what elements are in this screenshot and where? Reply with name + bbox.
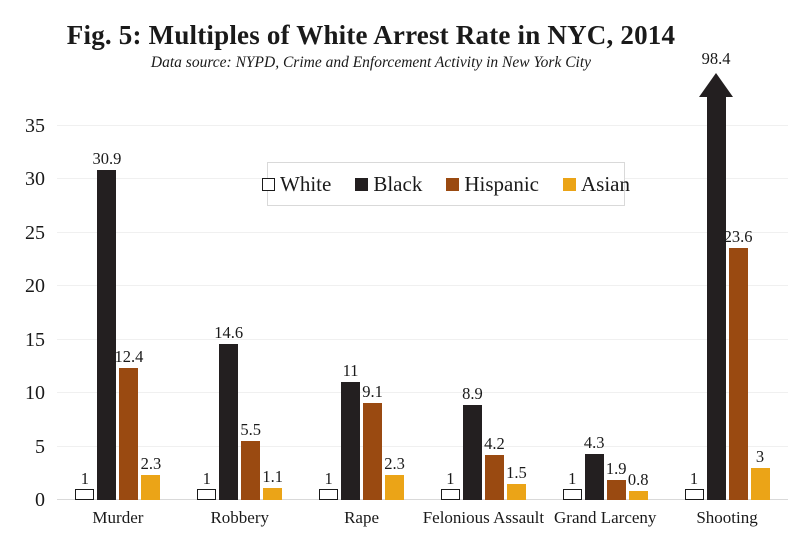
value-label-grand-larceny-black: 4.3 bbox=[583, 433, 605, 453]
value-label-shooting-hispanic: 23.6 bbox=[723, 226, 753, 246]
bar-shooting-asian: 3 bbox=[750, 447, 770, 500]
value-label-felonious-assault-hispanic: 4.2 bbox=[484, 434, 505, 454]
value-label-felonious-assault-white: 1 bbox=[446, 469, 455, 489]
legend-marker-black-icon bbox=[355, 177, 369, 191]
bar-group-rape: 1 11 9.1 2.3 bbox=[301, 126, 423, 500]
bar-robbery-white: 1 bbox=[197, 470, 217, 500]
legend-item-asian: Asian bbox=[562, 172, 630, 196]
bar-shooting-white: 1 bbox=[684, 470, 704, 500]
gridline-5 bbox=[57, 445, 788, 447]
bar-shooting-black: 98.4 bbox=[699, 50, 734, 500]
value-label-murder-asian: 2.3 bbox=[140, 454, 162, 474]
value-label-robbery-hispanic: 5.5 bbox=[240, 420, 262, 440]
value-label-grand-larceny-white: 1 bbox=[568, 469, 577, 489]
gridline-10 bbox=[57, 392, 788, 394]
legend: White Black Hispanic Asian bbox=[262, 162, 630, 206]
value-label-grand-larceny-hispanic: 1.9 bbox=[605, 458, 627, 478]
legend-marker-hispanic-icon bbox=[446, 177, 460, 191]
plot-area: 1 30.9 12.4 2.3 1 14.6 5.5 1.1 1 11 9.1 2.3 1 8.9 4.2 1… bbox=[57, 50, 788, 500]
bar-felonious-assault-hispanic: 4.2 bbox=[484, 435, 505, 500]
bar-group-felonious-assault: 1 8.9 4.2 1.5 bbox=[422, 126, 544, 500]
bar-grand-larceny-hispanic: 1.9 bbox=[606, 459, 627, 500]
x-category-label-shooting: Shooting bbox=[696, 508, 758, 527]
y-tick-label-35: 35 bbox=[25, 115, 45, 137]
value-label-rape-black: 11 bbox=[342, 361, 359, 381]
y-tick-label-15: 15 bbox=[25, 328, 45, 351]
bar-rape-asian: 2.3 bbox=[384, 455, 405, 500]
chart-title: Fig. 5: Multiples of White Arrest Rate i… bbox=[66, 20, 676, 50]
gridline-35 bbox=[57, 125, 788, 126]
legend-item-black: Black bbox=[355, 173, 422, 195]
value-label-shooting-black: 98.4 bbox=[701, 49, 731, 68]
bar-murder-hispanic: 12.4 bbox=[114, 347, 143, 500]
bar-murder-white: 1 bbox=[75, 470, 95, 500]
legend-label-hispanic: Hispanic bbox=[464, 172, 539, 196]
value-label-shooting-asian: 3 bbox=[755, 446, 765, 466]
y-tick-label-20: 20 bbox=[25, 275, 45, 298]
bar-grand-larceny-white: 1 bbox=[562, 470, 582, 500]
gridline-15 bbox=[57, 338, 788, 340]
bar-grand-larceny-black: 4.3 bbox=[584, 434, 605, 500]
bar-group-grand-larceny: 1 4.3 1.9 0.8 bbox=[544, 126, 666, 500]
x-axis: Murder Robbery Rape Felonious Assault Grand … bbox=[57, 508, 788, 528]
chart-subtitle: Data source: NYPD, Crime and Enforcement… bbox=[150, 54, 592, 71]
y-tick-label-10: 10 bbox=[25, 382, 45, 405]
legend-item-hispanic: Hispanic bbox=[446, 173, 539, 195]
value-label-rape-hispanic: 9.1 bbox=[362, 381, 383, 401]
value-label-robbery-black: 14.6 bbox=[214, 323, 244, 342]
value-label-grand-larceny-asian: 0.8 bbox=[627, 470, 649, 490]
value-label-murder-hispanic: 12.4 bbox=[114, 346, 144, 366]
bar-felonious-assault-asian: 1.5 bbox=[506, 463, 527, 500]
value-label-felonious-assault-black: 8.9 bbox=[462, 383, 483, 403]
value-label-murder-white: 1 bbox=[80, 469, 90, 489]
legend-item-white: White bbox=[262, 173, 331, 195]
x-category-label-grand-larceny: Grand Larceny bbox=[554, 508, 657, 527]
bar-robbery-asian: 1.1 bbox=[262, 468, 283, 500]
bar-grand-larceny-asian: 0.8 bbox=[628, 471, 649, 500]
gridline-20 bbox=[57, 285, 788, 287]
value-label-robbery-asian: 1.1 bbox=[262, 467, 284, 487]
bar-shooting-hispanic: 23.6 bbox=[724, 227, 752, 500]
value-label-murder-black: 30.9 bbox=[92, 148, 122, 168]
bar-murder-asian: 2.3 bbox=[141, 455, 161, 500]
bar-group-robbery: 1 14.6 5.5 1.1 bbox=[179, 126, 301, 500]
y-tick-label-5: 5 bbox=[35, 435, 45, 458]
value-label-shooting-white: 1 bbox=[689, 469, 699, 489]
y-tick-label-25: 25 bbox=[25, 221, 45, 244]
bar-groups: 1 30.9 12.4 2.3 1 14.6 5.5 1.1 1 11 9.1 2.3 1 8.9 4.2 1… bbox=[57, 50, 788, 500]
bar-robbery-black: 14.6 bbox=[214, 324, 243, 500]
bar-murder-black: 30.9 bbox=[92, 149, 121, 500]
bar-rape-hispanic: 9.1 bbox=[362, 382, 383, 500]
legend-marker-asian-icon bbox=[562, 177, 576, 191]
arrow-up-icon bbox=[699, 73, 734, 97]
chart-header: Fig. 5: Multiples of White Arrest Rate i… bbox=[0, 20, 742, 72]
legend-label-black: Black bbox=[373, 172, 423, 196]
bar-robbery-hispanic: 5.5 bbox=[240, 421, 261, 500]
value-label-rape-asian: 2.3 bbox=[384, 454, 405, 474]
bar-felonious-assault-black: 8.9 bbox=[462, 384, 483, 500]
legend-marker-white-icon bbox=[262, 177, 276, 191]
y-tick-label-30: 30 bbox=[25, 168, 45, 191]
gridline-25 bbox=[57, 231, 788, 233]
bar-felonious-assault-white: 1 bbox=[440, 470, 460, 500]
value-label-rape-white: 1 bbox=[324, 469, 333, 489]
x-category-label-rape: Rape bbox=[344, 508, 380, 527]
legend-label-asian: Asian bbox=[580, 172, 630, 196]
gridline-0 bbox=[57, 499, 788, 500]
x-category-label-robbery: Robbery bbox=[210, 508, 270, 527]
bar-rape-black: 11 bbox=[341, 362, 361, 500]
bar-rape-white: 1 bbox=[319, 470, 339, 500]
bar-group-shooting: 1 98.4 23.6 3 bbox=[666, 50, 788, 500]
x-category-label-murder: Murder bbox=[92, 508, 144, 527]
x-category-label-felonious-assault: Felonious Assault bbox=[422, 508, 545, 527]
bar-group-murder: 1 30.9 12.4 2.3 bbox=[57, 126, 179, 500]
y-tick-label-0: 0 bbox=[35, 489, 45, 511]
value-label-felonious-assault-asian: 1.5 bbox=[506, 462, 527, 482]
legend-label-white: White bbox=[280, 172, 332, 196]
value-label-robbery-white: 1 bbox=[202, 469, 211, 489]
